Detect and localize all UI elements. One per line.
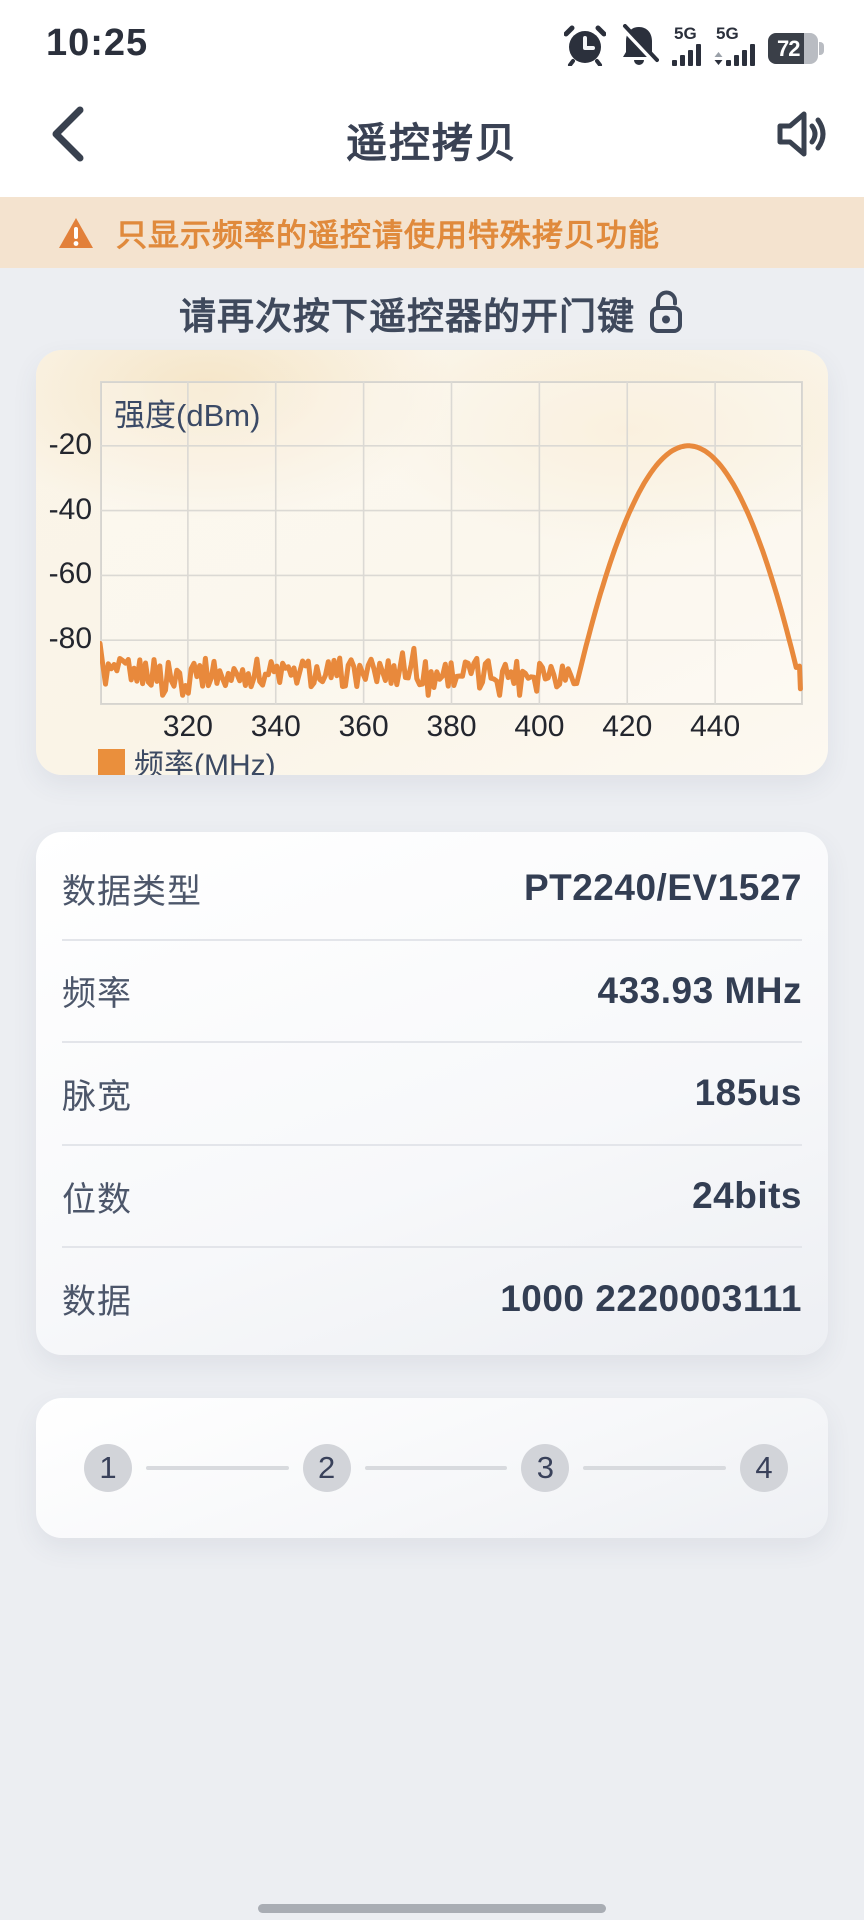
status-bar: 10:25 5G 5G — [0, 0, 864, 80]
instruction-line: 请再次按下遥控器的开门键 — [0, 286, 864, 340]
page-title: 遥控拷贝 — [346, 119, 518, 166]
signal-bars-icon-1 — [672, 44, 701, 66]
spectrum-line-chart — [100, 381, 803, 705]
x-tick-label: 360 — [338, 710, 389, 743]
table-row: 数据 1000 2220003111 — [62, 1248, 802, 1349]
cellular-signal-1: 5G — [672, 25, 701, 66]
header: 遥控拷贝 — [0, 80, 864, 197]
step-circle-2: 2 — [302, 1444, 351, 1492]
instruction-text: 请再次按下遥控器的开门键 — [179, 296, 635, 337]
warning-banner: 只显示频率的遥控请使用特殊拷贝功能 — [0, 197, 864, 268]
chart-plot-area — [100, 381, 803, 705]
network-type-label-2: 5G — [716, 24, 739, 43]
y-tick-label: -80 — [48, 622, 92, 656]
step-connector — [146, 1466, 289, 1470]
table-row: 频率 433.93 MHz — [62, 941, 802, 1044]
warning-triangle-icon — [59, 217, 93, 248]
row-value: 1000 2220003111 — [500, 1277, 802, 1319]
unlock-icon — [650, 290, 682, 333]
battery-icon: 72 — [768, 33, 824, 64]
clock-time: 10:25 — [46, 22, 149, 64]
warning-text: 只显示频率的遥控请使用特殊拷贝功能 — [116, 218, 660, 253]
row-value: 24bits — [692, 1175, 802, 1217]
row-label: 频率 — [62, 975, 132, 1014]
table-row: 位数 24bits — [62, 1146, 802, 1249]
x-tick-label: 380 — [426, 710, 477, 743]
signal-info-table: 数据类型 PT2240/EV1527 频率 433.93 MHz 脉宽 185us 位数 24… — [36, 832, 828, 1355]
alarm-clock-icon — [564, 25, 606, 66]
home-indicator-handle[interactable] — [258, 1904, 606, 1913]
step-circle-4: 4 — [740, 1444, 789, 1492]
step-connector — [583, 1466, 727, 1470]
legend-label: 频率(MHz) — [134, 749, 276, 775]
status-icons: 5G 5G 72 — [564, 18, 824, 66]
row-value: PT2240/EV1527 — [523, 867, 802, 909]
row-label: 脉宽 — [62, 1077, 132, 1116]
x-tick-label: 440 — [690, 710, 741, 743]
table-row: 数据类型 PT2240/EV1527 — [62, 838, 802, 941]
step-indicator-card: 1 2 3 4 — [36, 1398, 828, 1538]
row-label: 数据类型 — [62, 872, 202, 911]
y-tick-label: -40 — [48, 492, 92, 526]
top-white-zone — [0, 0, 864, 197]
row-label: 数据 — [62, 1283, 132, 1322]
row-label: 位数 — [62, 1180, 132, 1219]
back-button[interactable] — [42, 104, 94, 164]
step-circle-1: 1 — [84, 1444, 132, 1492]
x-tick-label: 400 — [514, 710, 565, 743]
x-tick-label: 420 — [602, 710, 653, 743]
notifications-muted-icon — [621, 24, 659, 65]
signal-bars-icon-2 — [714, 44, 755, 66]
row-value: 433.93 MHz — [597, 969, 802, 1011]
network-type-label-1: 5G — [674, 24, 697, 43]
x-tick-label: 320 — [162, 710, 213, 743]
row-value: 185us — [694, 1072, 802, 1114]
speaker-button[interactable] — [772, 106, 828, 162]
y-axis-title: 强度(dBm) — [114, 398, 261, 433]
spectrum-chart-card: 强度(dBm) -20 -40 -60 -80 320 340 360 380 400 420 4… — [36, 350, 828, 775]
step-circle-3: 3 — [521, 1444, 570, 1492]
y-tick-label: -20 — [48, 427, 92, 461]
updown-arrow-icon — [714, 52, 723, 65]
step-connector — [364, 1466, 508, 1470]
legend-swatch-icon — [98, 748, 125, 775]
y-tick-label: -60 — [48, 557, 92, 591]
battery-percent: 72 — [777, 35, 801, 61]
x-tick-label: 340 — [250, 710, 301, 743]
cellular-signal-2: 5G — [714, 25, 755, 66]
table-row: 脉宽 185us — [62, 1043, 802, 1146]
chart-legend: 频率(MHz) — [98, 740, 276, 775]
